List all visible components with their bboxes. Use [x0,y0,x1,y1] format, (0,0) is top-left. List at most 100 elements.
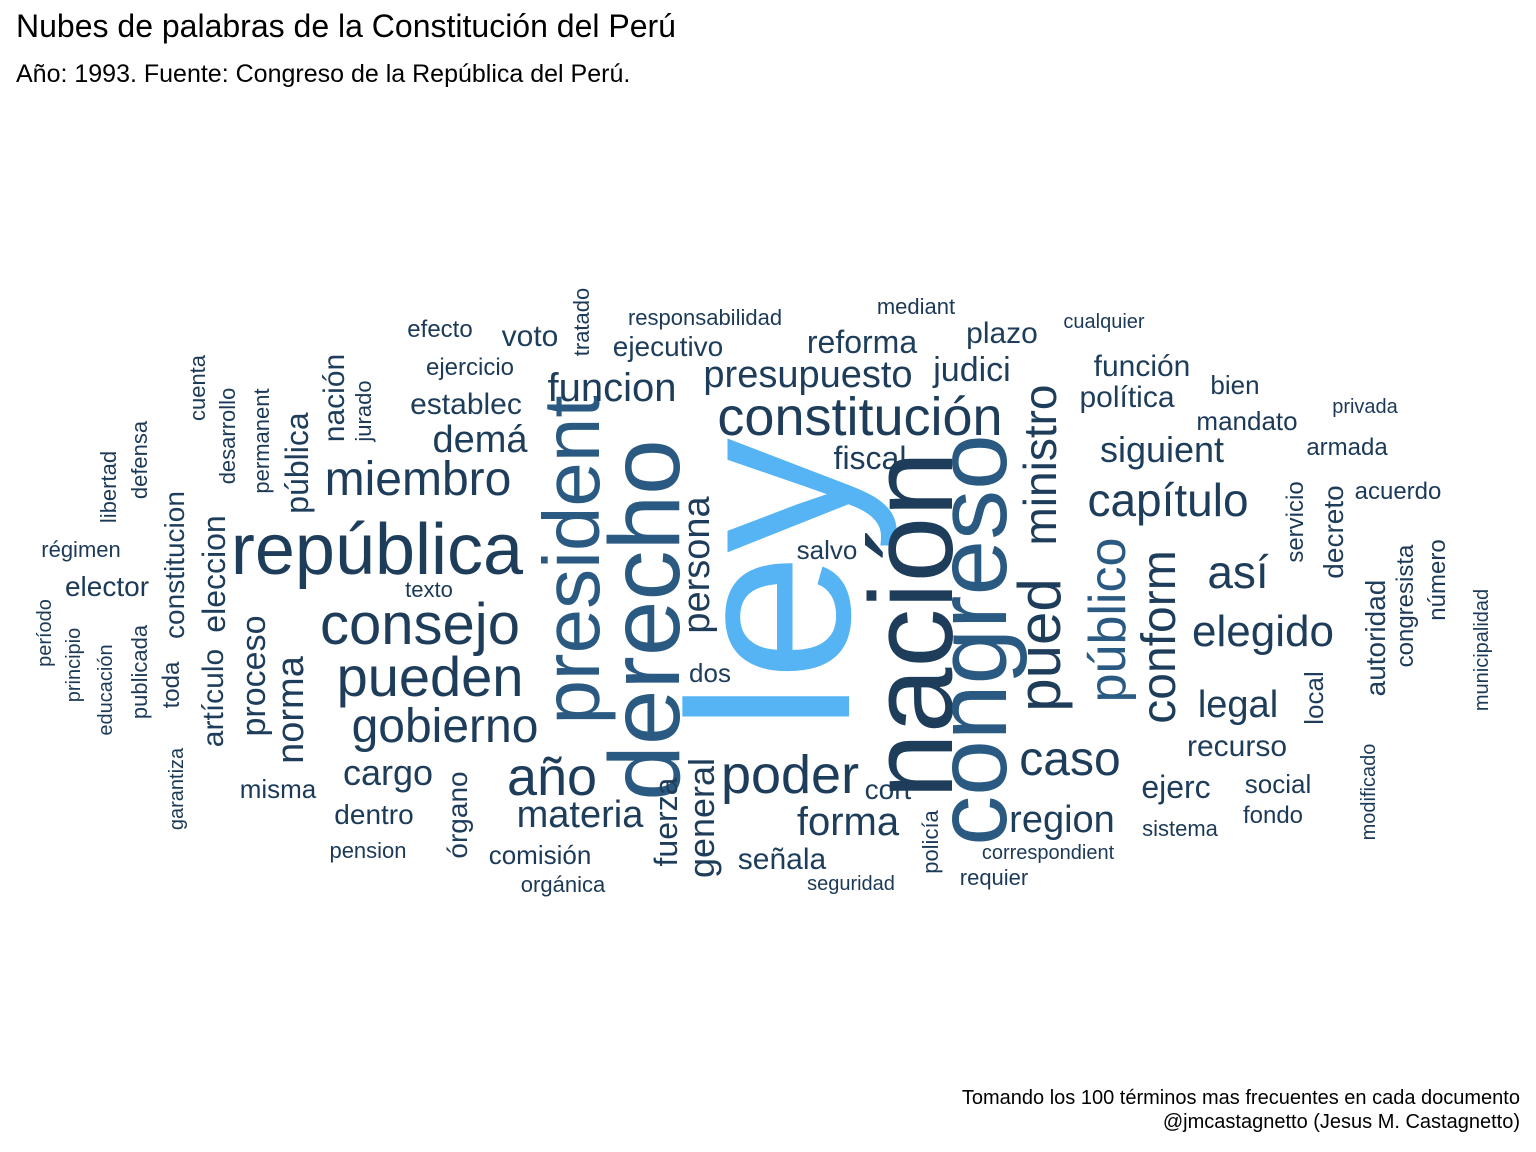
cloud-word: artículo [197,648,230,748]
cloud-word: fuerza [648,777,684,867]
cloud-word: toda [158,661,185,709]
cloud-word: consejo [320,592,520,657]
cloud-word: region [1009,799,1115,841]
cloud-word: correspondient [981,842,1115,864]
cloud-word: decreto [1318,485,1349,579]
cloud-word: constitucion [159,491,190,639]
cloud-word: educación [95,644,117,736]
cloud-word: dos [689,658,731,688]
cloud-word: orgánica [520,872,606,897]
cloud-word: acuerdo [1354,478,1442,505]
cloud-word: garantiza [166,747,188,831]
cloud-word: materia [516,794,644,836]
cloud-word: demá [432,419,528,461]
cloud-word: president [527,395,616,725]
cloud-word: nación [318,353,351,443]
cloud-word: congresista [1392,544,1419,668]
cloud-word: voto [501,320,559,353]
cloud-word: dentro [334,799,414,830]
cloud-word: principio [63,627,85,703]
cloud-word: requier [959,865,1029,890]
cloud-word: pension [329,838,407,863]
cloud-word: autoridad [1360,579,1391,697]
cloud-word: fondo [1242,802,1304,829]
cloud-word: policía [918,810,943,874]
cloud-word: reforma [806,324,918,360]
cloud-word: social [1244,769,1312,799]
cloud-word: poder [720,745,860,805]
cloud-word: ejecutivo [612,331,724,362]
caption: Tomando los 100 términos mas frecuentes … [962,1086,1520,1134]
cloud-word: público [1079,537,1137,703]
cloud-word: funcion [547,366,677,410]
cloud-word: elegido [1192,607,1334,656]
cloud-word: general [681,757,722,879]
cloud-word: jurado [351,380,376,442]
caption-line-1: Tomando los 100 términos mas frecuentes … [961,1087,1520,1109]
cloud-word: año [506,747,598,807]
page-title: Nubes de palabras de la Constitución del… [16,8,676,44]
cloud-word: régimen [41,537,121,562]
cloud-word: salvo [796,535,858,565]
cloud-word: cuenta [185,354,210,422]
cloud-word: cargo [342,752,434,793]
cloud-word: permanent [249,388,274,494]
cloud-word: publicada [127,624,152,720]
cloud-word: órgano [442,771,473,859]
cloud-word: sistema [1142,816,1218,841]
cloud-word: constitución [717,387,1003,447]
page-subtitle: Año: 1993. Fuente: Congreso de la Repúbl… [16,60,631,88]
cloud-word: eleccion [196,515,232,633]
cloud-word: defensa [127,420,152,500]
cloud-word: desarrollo [215,387,240,485]
cloud-word: judici [933,351,1011,389]
cloud-word: privada [1332,396,1398,418]
caption-line-2: @jmcastagnetto (Jesus M. Castagnetto) [1162,1111,1520,1133]
cloud-word: responsabilidad [627,305,783,330]
cloud-word: plazo [966,317,1038,350]
cloud-word: ejerc [1141,769,1211,805]
cloud-word: pública [279,412,315,514]
cloud-word: municipalidad [1471,588,1493,712]
cloud-word: comisión [488,840,592,870]
cloud-word: caso [1019,733,1121,786]
cloud-word: conform [1133,550,1186,724]
cloud-word: elector [64,571,150,602]
cloud-word: efecto [407,316,473,343]
cloud-word: legal [1197,684,1279,726]
cloud-word: seguridad [807,873,895,895]
cloud-word: bien [1210,370,1260,400]
cloud-word: número [1424,539,1451,621]
cloud-word: tratado [569,287,594,357]
cloud-word: recurso [1186,730,1288,763]
cloud-word: señala [737,843,827,876]
cloud-word: capítulo [1087,474,1249,526]
cloud-word: política [1079,381,1175,414]
cloud-word: así [1207,546,1269,598]
cloud-word: norma [270,656,312,764]
cloud-word: ministro [1014,384,1066,546]
cloud-word: miembro [324,453,512,506]
cloud-word: local [1299,671,1329,725]
cloud-word: fiscal [833,440,907,476]
cloud-word: misma [239,774,317,804]
cloud-word: ejercicio [425,354,515,381]
cloud-word: presupuesto [703,354,913,396]
cloud-word: pued [1006,578,1073,712]
cloud-word: cualquier [1063,311,1145,333]
cloud-word: establec [410,388,522,421]
cloud-word: pueden [336,645,524,708]
cloud-word: república [230,510,524,590]
cloud-word: texto [405,577,453,602]
cloud-word: cort [864,774,912,805]
cloud-word: armada [1306,434,1388,461]
cloud-word: modificado [1358,743,1380,841]
cloud-word: libertad [96,450,121,524]
cloud-word: persona [676,496,718,634]
cloud-word: mandato [1196,406,1298,436]
cloud-word: siguient [1099,429,1225,470]
cloud-word: forma [796,800,900,844]
cloud-word: proceso [235,615,273,737]
cloud-word: período [34,599,56,667]
